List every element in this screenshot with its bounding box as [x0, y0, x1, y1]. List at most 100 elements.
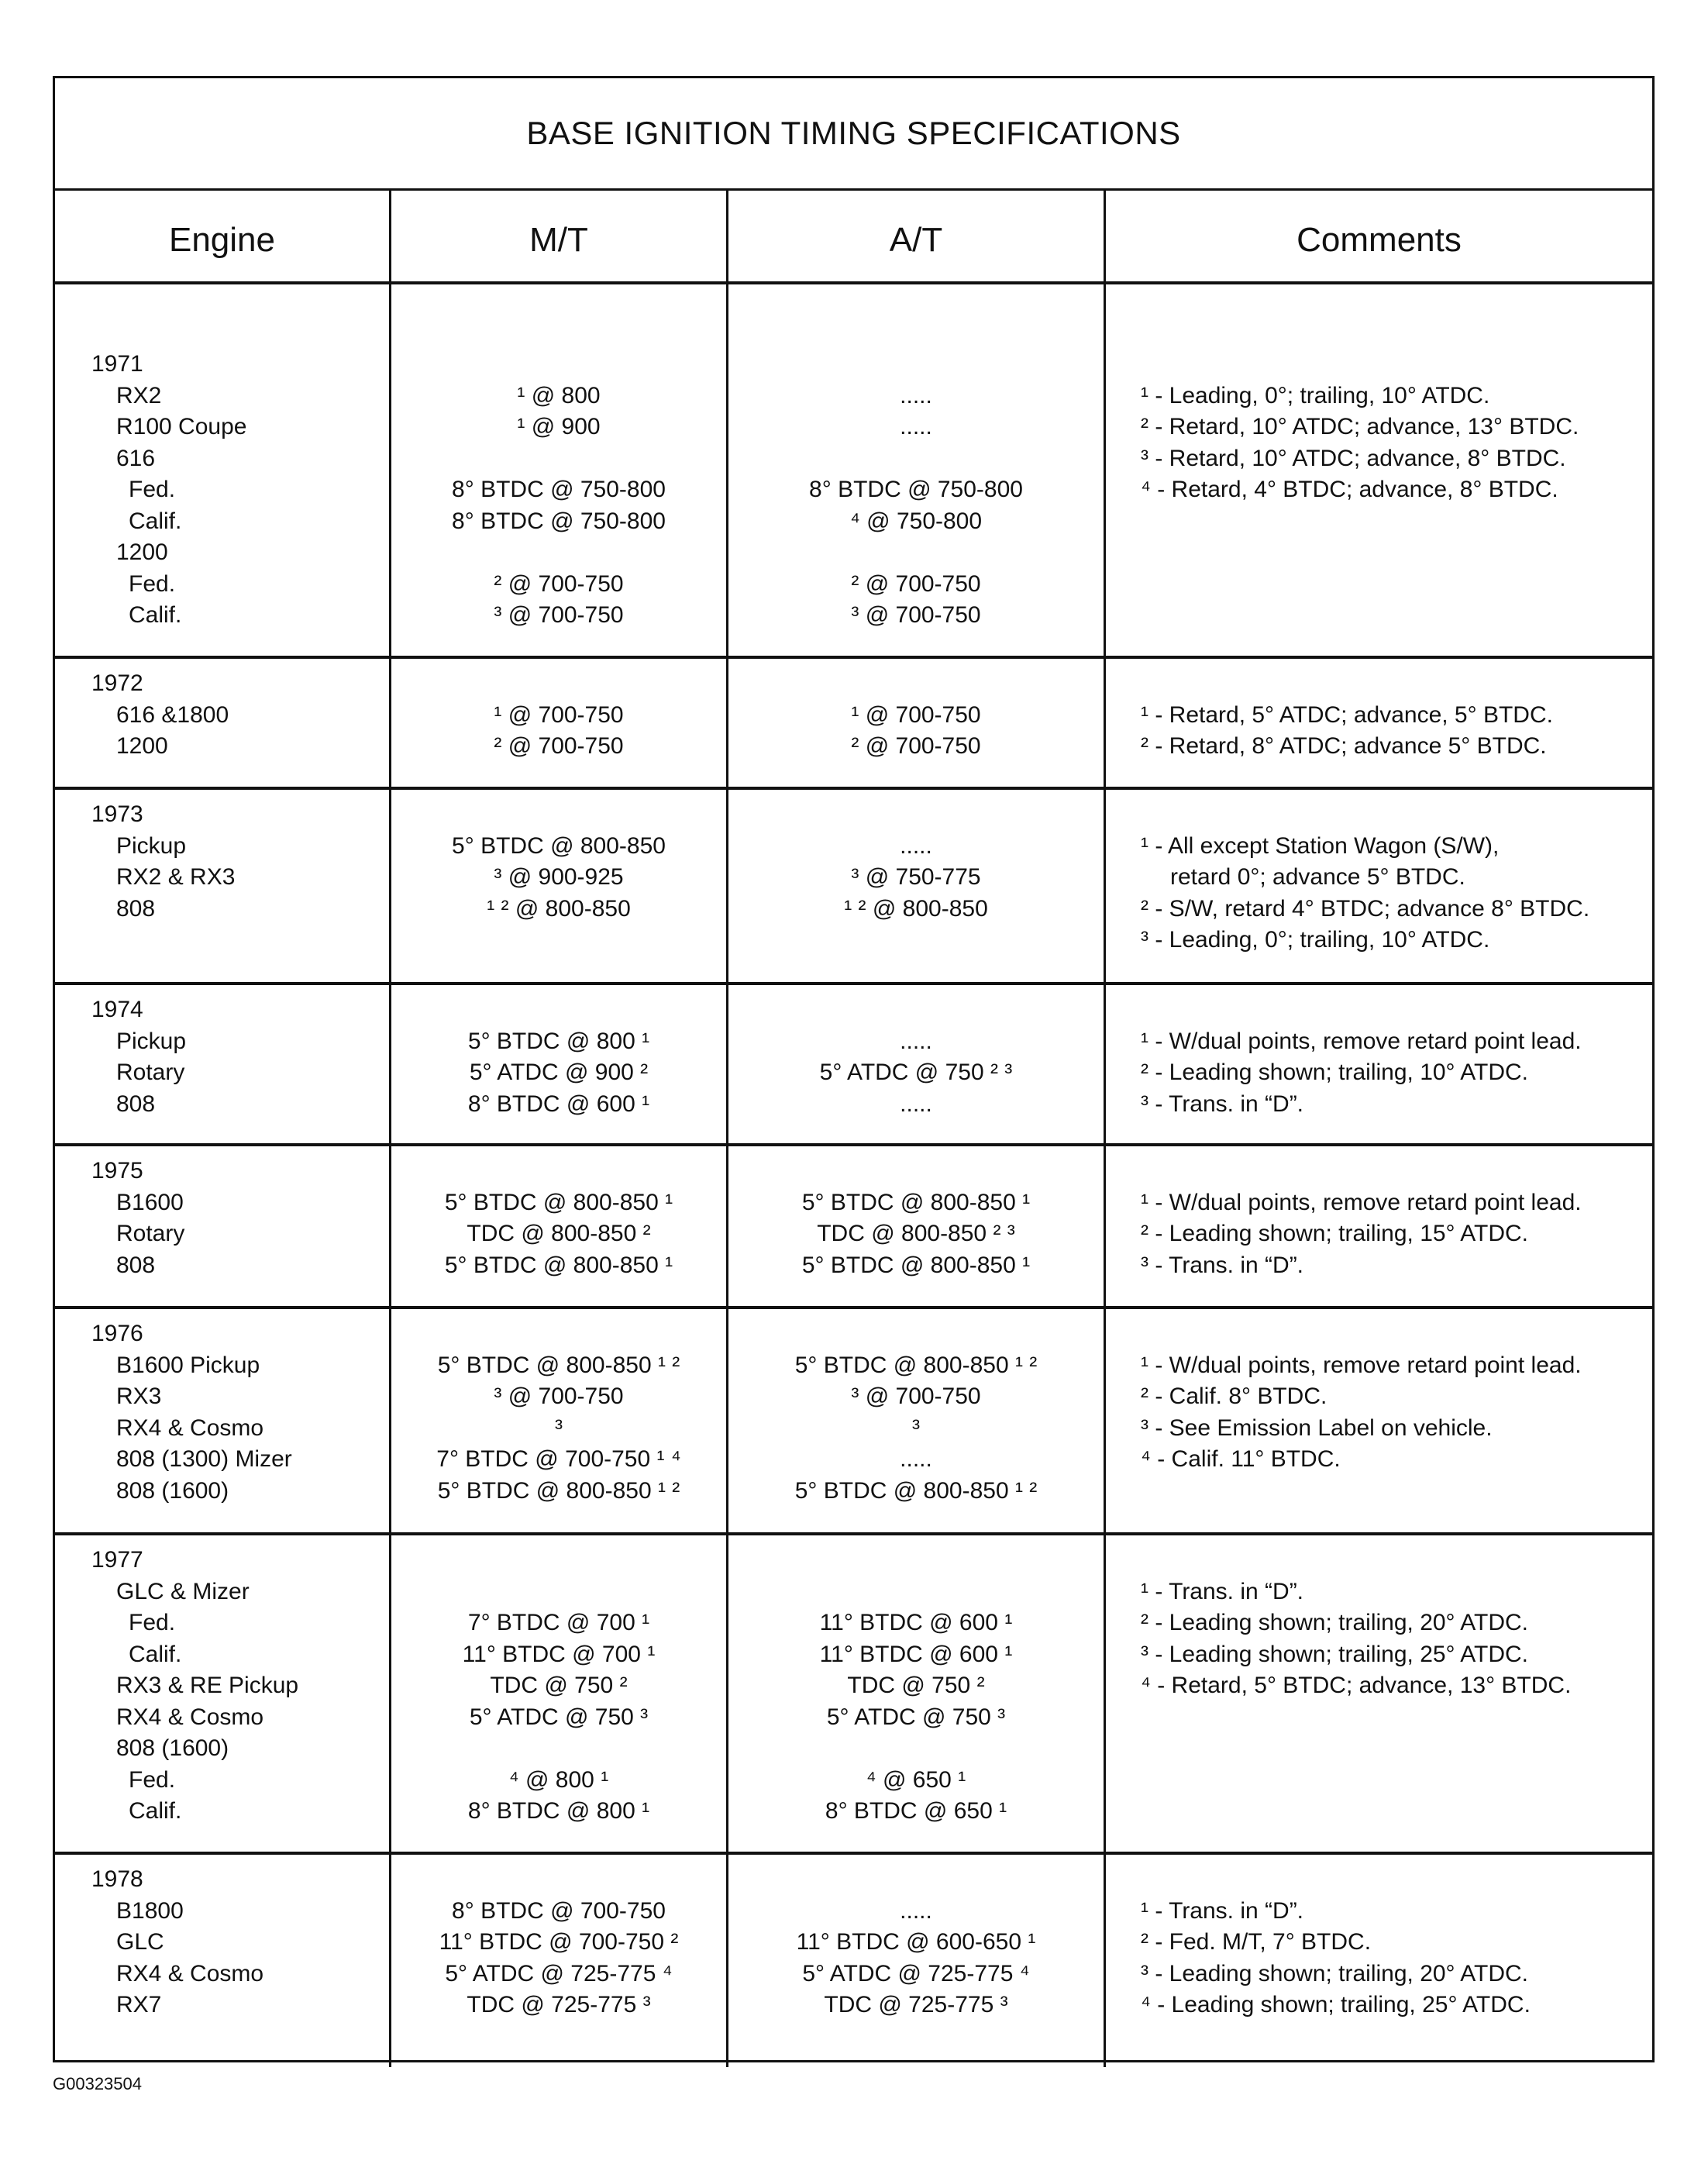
mt-cell: 5° BTDC @ 800 ¹ 5° ATDC @ 900 ² 8° BTDC @ … [391, 985, 728, 1143]
engine-name: Calif. [129, 508, 182, 534]
engine-cell: 1976 B1600 Pickup RX3 RX4 & Cosmo 808 (1300)… [55, 1309, 391, 1532]
at-value: 5° BTDC @ 800-850 ¹ [801, 1189, 1031, 1215]
engine-cell: 1978 B1800 GLC RX4 & Cosmo RX7 [55, 1855, 391, 2067]
comment-note: ² - Retard, 8° ATDC; advance 5° BTDC. [1141, 733, 1547, 759]
comment-note: ³ - Retard, 10° ATDC; advance, 8° BTDC. [1141, 445, 1566, 471]
engine-name: 808 (1300) Mizer [116, 1446, 292, 1472]
mt-value: ¹ @ 800 [517, 382, 601, 408]
spacer [391, 668, 726, 700]
spacer [391, 1545, 726, 1576]
mt-value: ³ @ 700-750 [494, 602, 624, 628]
engine-name: Calif. [129, 1641, 182, 1667]
engine-name: 808 (1600) [116, 1477, 229, 1504]
comment-note: ² - Retard, 10° ATDC; advance, 13° BTDC. [1141, 414, 1579, 439]
engine-name: Fed. [129, 1766, 176, 1793]
at-value: 5° BTDC @ 800-850 ¹ ² [794, 1477, 1038, 1504]
mt-value: 5° BTDC @ 800 ¹ [467, 1028, 650, 1054]
header-engine: Engine [55, 191, 391, 281]
comment-note: ³ - Trans. in “D”. [1141, 1091, 1304, 1117]
at-value: 5° ATDC @ 725-775 ⁴ [802, 1960, 1030, 1986]
comment-note: ¹ - All except Station Wagon (S/W), [1141, 832, 1500, 859]
comments-cell: ¹ - W/dual points, remove retard point l… [1106, 985, 1652, 1143]
mt-value: 7° BTDC @ 700-750 ¹ ⁴ [436, 1446, 681, 1472]
comment-note: ¹ - Retard, 5° ATDC; advance, 5° BTDC. [1141, 701, 1553, 728]
mt-value: 8° BTDC @ 800 ¹ [467, 1798, 650, 1824]
mt-value: ² @ 700-750 [494, 570, 624, 597]
at-value: TDC @ 800-850 ² ³ [817, 1221, 1015, 1246]
mt-cell: 5° BTDC @ 800-850 ¹ TDC @ 800-850 ² 5° BTD… [391, 1146, 728, 1306]
year-group-row: 1977 GLC & Mizer Fed. Calif. RX3 & RE Pickup… [55, 1535, 1652, 1855]
mt-value: ⁴ @ 800 ¹ [508, 1766, 609, 1793]
year-group-row: 1975 B1600 Rotary 808 5° BTDC @ 800-850 ¹ TDC… [55, 1146, 1652, 1309]
year-group-row: 1972 616 &1800 1200 ¹ @ 700-750 ² @ 700-750 ¹… [55, 659, 1652, 790]
year-label: 1977 [91, 1547, 143, 1573]
spacer [391, 349, 726, 381]
header-comments: Comments [1296, 220, 1462, 259]
mt-value: ³ [555, 1414, 563, 1441]
engine-name: RX3 [116, 1383, 162, 1409]
engine-name: 1200 [116, 733, 168, 759]
at-value: 5° BTDC @ 800-850 ¹ [801, 1252, 1031, 1278]
mt-value: 5° BTDC @ 800-850 ¹ ² [437, 1477, 680, 1504]
at-value: 5° ATDC @ 750 ² ³ [819, 1060, 1013, 1085]
mt-cell: 7° BTDC @ 700 ¹ 11° BTDC @ 700 ¹ TDC @ 750… [391, 1535, 728, 1852]
engine-name: Fed. [129, 477, 176, 502]
at-value: 8° BTDC @ 650 ¹ [825, 1798, 1007, 1824]
at-value: 5° ATDC @ 750 ³ [826, 1704, 1006, 1730]
at-value [728, 537, 1104, 569]
at-value: ..... [900, 832, 932, 859]
table-title: BASE IGNITION TIMING SPECIFICATIONS [55, 78, 1652, 191]
mt-cell: 8° BTDC @ 700-750 11° BTDC @ 700-750 ² 5° … [391, 1855, 728, 2067]
engine-name: Pickup [116, 1028, 187, 1054]
at-value: ..... [900, 1091, 932, 1117]
at-value [728, 1576, 1104, 1608]
comment-note: ² - Leading shown; trailing, 10° ATDC. [1141, 1060, 1529, 1085]
spacer [391, 799, 726, 831]
year-label: 1971 [91, 351, 143, 377]
at-cell: ..... ³ @ 750-775 ¹ ² @ 800-850 [728, 790, 1106, 982]
at-value: ³ [912, 1414, 920, 1441]
engine-name: R100 Coupe [116, 414, 247, 439]
figure-code: G00323504 [53, 2074, 142, 2093]
engine-name: RX7 [116, 1992, 162, 2017]
comments-cell: ¹ - Leading, 0°; trailing, 10° ATDC. ² - … [1106, 284, 1652, 656]
mt-value: 11° BTDC @ 700-750 ² [439, 1929, 679, 1955]
at-cell: 5° BTDC @ 800-850 ¹ ² ³ @ 700-750 ³..... 5°… [728, 1309, 1106, 1532]
engine-name: RX2 [116, 382, 162, 408]
spacer [1106, 799, 1652, 831]
at-value: ..... [900, 1897, 932, 1924]
spacer [1106, 1156, 1652, 1187]
comments-cell: ¹ - W/dual points, remove retard point l… [1106, 1309, 1652, 1532]
spacer [391, 1864, 726, 1896]
mt-value: 5° BTDC @ 800-850 ¹ ² [437, 1352, 680, 1378]
mt-value: 7° BTDC @ 700 ¹ [467, 1610, 650, 1635]
engine-name: RX2 & RX3 [116, 864, 236, 890]
engine-name: RX4 & Cosmo [116, 1960, 264, 1986]
at-cell: ¹ @ 700-750 ² @ 700-750 [728, 659, 1106, 787]
mt-cell: 5° BTDC @ 800-850 ³ @ 900-925 ¹ ² @ 800-85… [391, 790, 728, 982]
header-mt: M/T [391, 191, 728, 281]
mt-value: 5° ATDC @ 725-775 ⁴ [445, 1960, 673, 1986]
mt-value: 5° BTDC @ 800-850 [452, 832, 666, 859]
engine-name: Calif. [129, 1798, 182, 1824]
engine-name: RX4 & Cosmo [116, 1704, 264, 1730]
engine-cell: 1975 B1600 Rotary 808 [55, 1146, 391, 1306]
at-value: ..... [900, 382, 932, 408]
at-value: ¹ ² @ 800-850 [844, 895, 988, 922]
engine-name: Fed. [129, 570, 176, 597]
mt-value: 8° BTDC @ 750-800 [452, 477, 666, 502]
mt-cell: 5° BTDC @ 800-850 ¹ ² ³ @ 700-750 ³ 7° BTDC… [391, 1309, 728, 1532]
mt-value: ¹ @ 700-750 [494, 701, 624, 728]
spacer [1106, 994, 1652, 1026]
year-label: 1974 [91, 997, 143, 1022]
comment-note: ² - S/W, retard 4° BTDC; advance 8° BTDC… [1141, 895, 1590, 922]
mt-value: TDC @ 800-850 ² [467, 1221, 651, 1246]
mt-value: 8° BTDC @ 700-750 [452, 1897, 666, 1924]
engine-cell: 1974 Pickup Rotary 808 [55, 985, 391, 1143]
spacer [1106, 1864, 1652, 1896]
comments-cell: ¹ - All except Station Wagon (S/W), retar… [1106, 790, 1652, 982]
spacer [728, 994, 1104, 1026]
engine-name: 808 (1600) [116, 1735, 229, 1761]
at-value: ..... [900, 1028, 932, 1054]
comment-note: ¹ - Trans. in “D”. [1141, 1578, 1304, 1604]
